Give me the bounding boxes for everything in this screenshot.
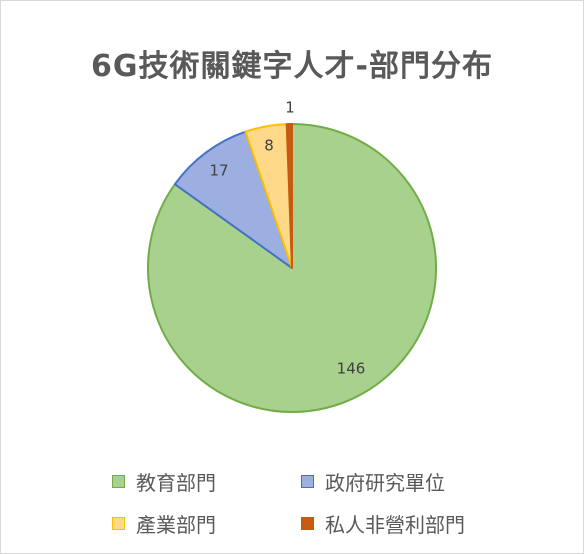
data-label-government-research: 17 bbox=[209, 162, 228, 180]
data-label-industry: 8 bbox=[264, 137, 274, 155]
pie-slice-private-nonprofit bbox=[285, 123, 293, 269]
pie-slice-government-research bbox=[173, 130, 293, 269]
data-label-education: 146 bbox=[337, 360, 366, 378]
chart-title: 6G技術關鍵字人才-部門分布 bbox=[91, 49, 493, 84]
pie-slice-education bbox=[147, 123, 437, 413]
data-label-private-nonprofit: 1 bbox=[285, 99, 295, 117]
